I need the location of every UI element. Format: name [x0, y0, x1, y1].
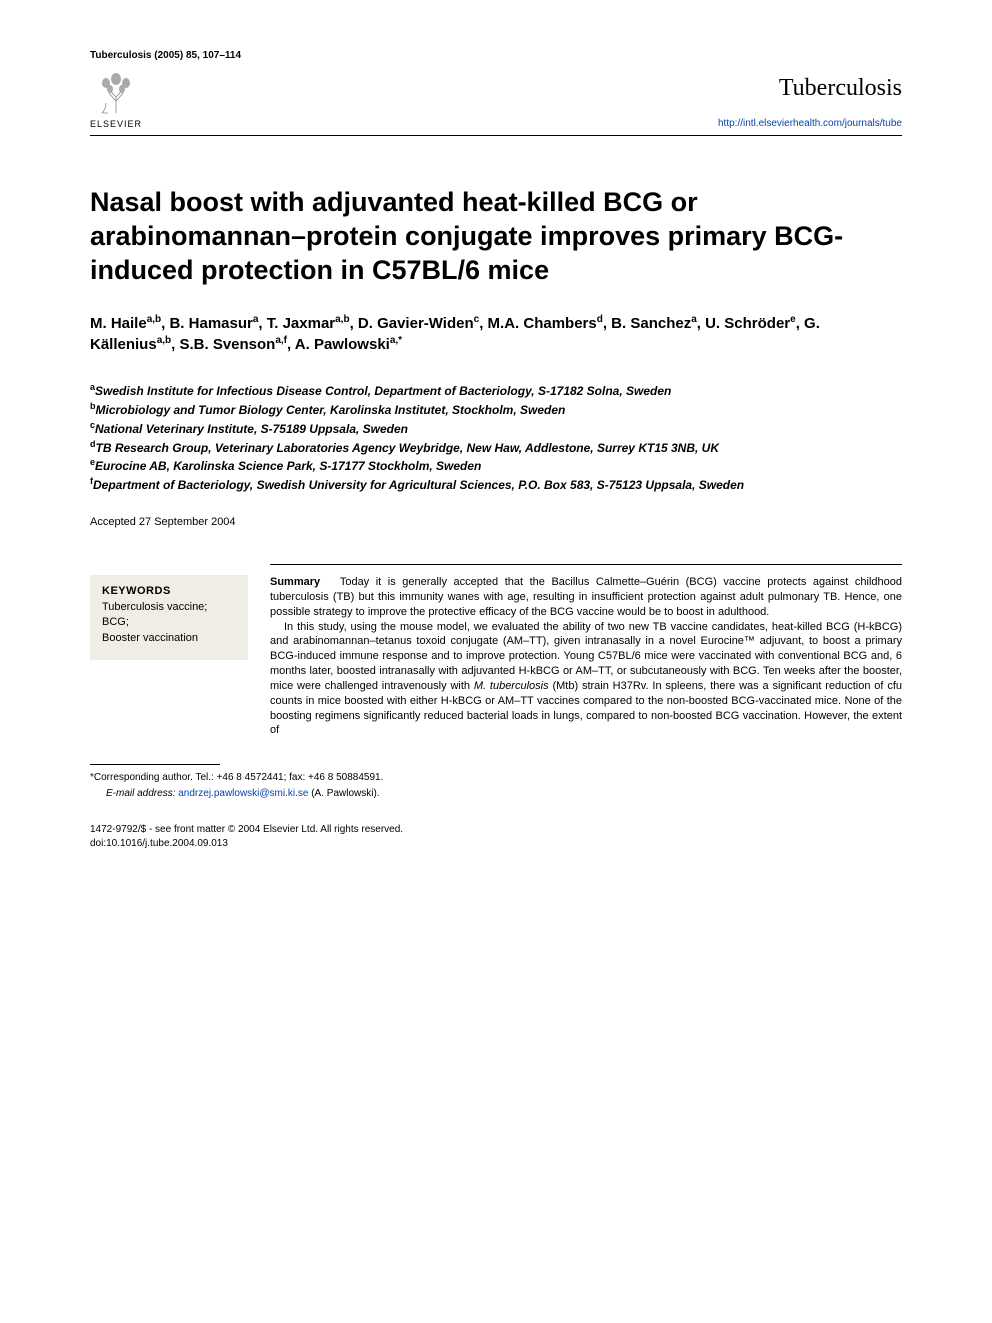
- corresponding-author: *Corresponding author. Tel.: +46 8 45724…: [90, 771, 902, 785]
- corresponding-email-line: E-mail address: andrzej.pawlowski@smi.ki…: [90, 787, 902, 801]
- abstract-divider: [270, 564, 902, 565]
- elsevier-tree-icon: [92, 69, 140, 117]
- email-suffix: (A. Pawlowski).: [308, 788, 379, 799]
- keywords-list: Tuberculosis vaccine;BCG;Booster vaccina…: [102, 600, 236, 646]
- keywords-box: KEYWORDS Tuberculosis vaccine;BCG;Booste…: [90, 575, 248, 660]
- author-list: M. Hailea,b, B. Hamasura, T. Jaxmara,b, …: [90, 313, 902, 355]
- publisher-name: ELSEVIER: [90, 119, 142, 129]
- accepted-date: Accepted 27 September 2004: [90, 516, 902, 528]
- journal-name: Tuberculosis: [718, 75, 902, 102]
- email-link[interactable]: andrzej.pawlowski@smi.ki.se: [178, 788, 308, 799]
- doi-line: doi:10.1016/j.tube.2004.09.013: [90, 837, 902, 851]
- journal-url-link[interactable]: http://intl.elsevierhealth.com/journals/…: [718, 118, 902, 129]
- header-divider: [90, 135, 902, 136]
- copyright-line: 1472-9792/$ - see front matter © 2004 El…: [90, 823, 902, 837]
- keywords-heading: KEYWORDS: [102, 585, 236, 597]
- summary-para2: In this study, using the mouse model, we…: [270, 620, 902, 739]
- summary-label: Summary: [270, 576, 320, 588]
- email-label: E-mail address:: [106, 788, 175, 799]
- summary-text: Summary Today it is generally accepted t…: [270, 575, 902, 738]
- summary-para1: Today it is generally accepted that the …: [270, 576, 902, 618]
- publisher-logo: ELSEVIER: [90, 69, 142, 129]
- affiliation-list: aSwedish Institute for Infectious Diseas…: [90, 381, 902, 494]
- article-title: Nasal boost with adjuvanted heat-killed …: [90, 186, 902, 287]
- footer-divider: [90, 764, 220, 765]
- journal-reference: Tuberculosis (2005) 85, 107–114: [90, 50, 241, 61]
